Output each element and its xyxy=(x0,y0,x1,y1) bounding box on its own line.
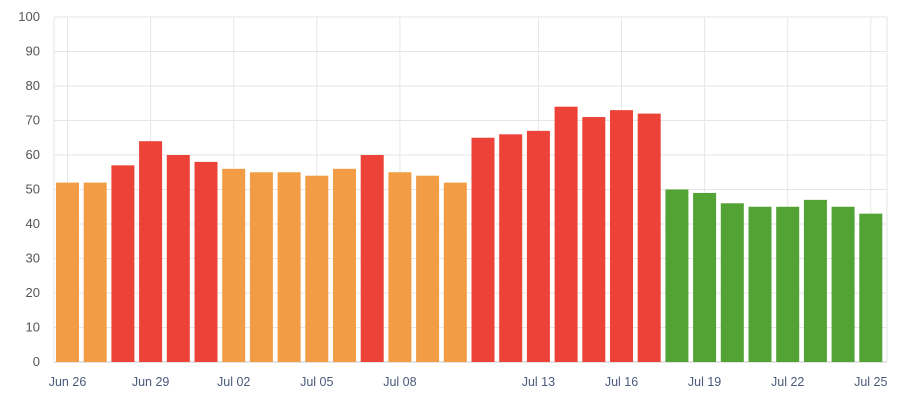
bar[interactable] xyxy=(499,134,523,362)
bar[interactable] xyxy=(803,199,827,362)
x-tick-label: Jul 02 xyxy=(217,375,250,389)
bar[interactable] xyxy=(665,189,689,363)
bar[interactable] xyxy=(831,206,855,362)
x-tick-label: Jul 08 xyxy=(383,375,416,389)
bar[interactable] xyxy=(859,213,883,362)
x-tick-label: Jun 29 xyxy=(132,375,170,389)
bar[interactable] xyxy=(776,206,800,362)
x-tick-label: Jul 22 xyxy=(771,375,804,389)
bar[interactable] xyxy=(720,203,744,362)
y-tick-label: 60 xyxy=(26,147,40,162)
bar[interactable] xyxy=(222,168,246,362)
x-tick-label: Jun 26 xyxy=(49,375,87,389)
bar[interactable] xyxy=(194,161,218,362)
y-tick-label: 20 xyxy=(26,285,40,300)
y-tick-label: 80 xyxy=(26,78,40,93)
bar[interactable] xyxy=(166,155,190,362)
bar[interactable] xyxy=(249,172,273,362)
x-tick-label: Jul 13 xyxy=(522,375,555,389)
y-tick-label: 10 xyxy=(26,320,40,335)
y-axis-tick-labels: 0 10 20 30 40 50 60 70 80 90 100 xyxy=(18,9,40,369)
bar[interactable] xyxy=(637,113,661,362)
bar[interactable] xyxy=(305,175,329,362)
bar[interactable] xyxy=(333,168,356,362)
y-tick-label: 50 xyxy=(26,182,40,197)
x-axis-tick-labels: Jun 26 Jun 29 Jul 02 Jul 05 Jul 08 Jul 13 Jul … xyxy=(49,375,888,389)
bars xyxy=(56,106,883,363)
bar[interactable] xyxy=(471,137,495,362)
x-tick-label: Jul 16 xyxy=(605,375,638,389)
y-tick-label: 40 xyxy=(26,216,40,231)
y-tick-label: 100 xyxy=(18,9,40,24)
bar[interactable] xyxy=(277,172,301,362)
bar[interactable] xyxy=(693,192,717,362)
bar[interactable] xyxy=(139,141,163,362)
bar[interactable] xyxy=(388,172,412,362)
bar[interactable] xyxy=(526,130,550,362)
y-tick-label: 70 xyxy=(26,113,40,128)
bar[interactable] xyxy=(111,165,135,362)
bar[interactable] xyxy=(360,155,384,362)
x-tick-label: Jul 25 xyxy=(854,375,887,389)
bar[interactable] xyxy=(582,117,606,362)
y-tick-label: 90 xyxy=(26,44,40,59)
bar[interactable] xyxy=(443,182,467,362)
bar[interactable] xyxy=(610,110,633,363)
bar[interactable] xyxy=(416,175,440,362)
bar[interactable] xyxy=(56,182,79,362)
bar[interactable] xyxy=(748,206,772,362)
bar[interactable] xyxy=(83,182,107,362)
bar[interactable] xyxy=(554,106,578,362)
y-tick-label: 30 xyxy=(26,251,40,266)
x-tick-label: Jul 05 xyxy=(300,375,333,389)
y-tick-label: 0 xyxy=(33,354,40,369)
x-tick-label: Jul 19 xyxy=(688,375,721,389)
